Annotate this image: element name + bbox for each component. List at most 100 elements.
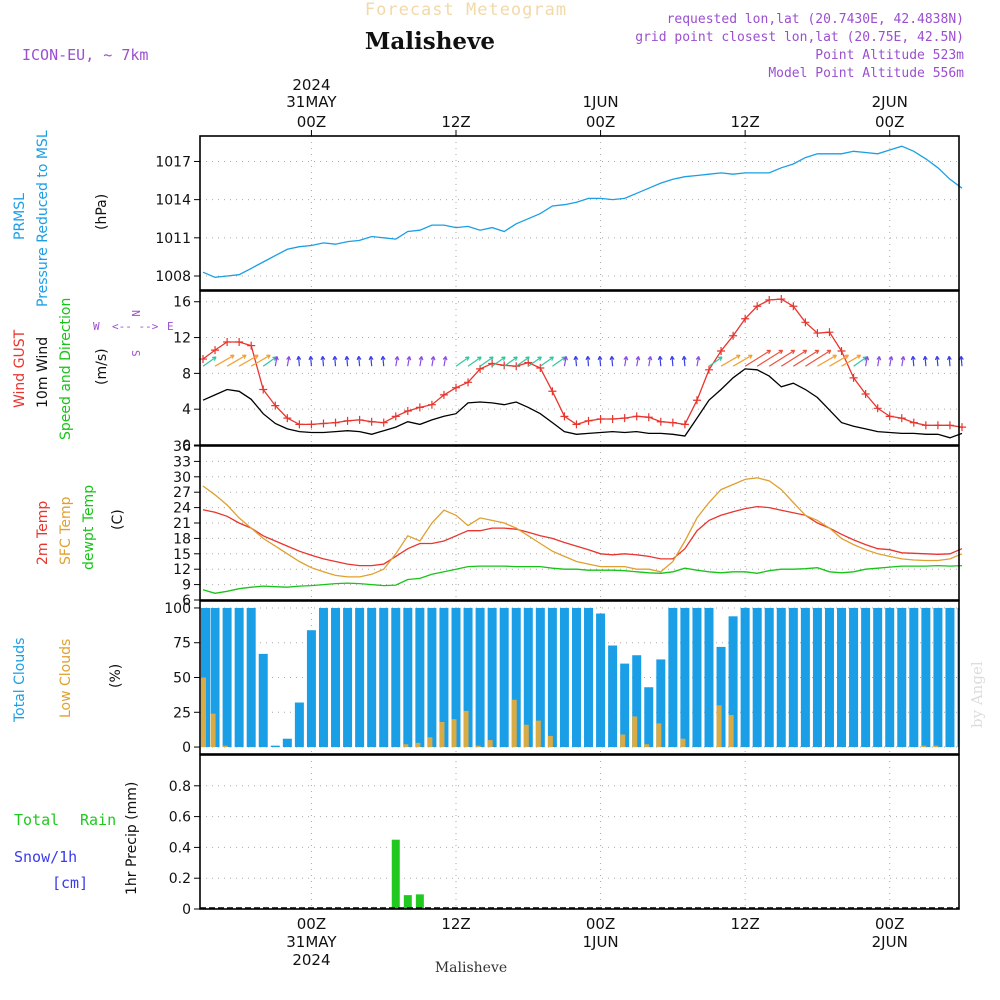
gust-marker (548, 387, 557, 396)
gust-marker (596, 415, 605, 424)
legend-snow: Snow/1h (14, 848, 77, 866)
gust-marker (560, 412, 569, 421)
bar-total-clouds (234, 607, 244, 748)
wind-direction-arrow (609, 355, 615, 367)
gust-marker (223, 338, 232, 347)
gust-marker (295, 420, 304, 429)
bar-total-clouds (849, 607, 859, 748)
wind-direction-arrow (623, 356, 629, 367)
wind-direction-arrow (214, 354, 235, 367)
bar-low-clouds (644, 744, 650, 748)
gust-marker (608, 415, 617, 424)
y-tick-label: 0.8 (169, 779, 191, 795)
bar-total-clouds (632, 655, 642, 748)
wind-direction-arrow (380, 355, 386, 367)
bar-total-clouds (837, 607, 847, 748)
y-tick-label: 33 (173, 454, 191, 470)
gust-marker (692, 396, 701, 405)
bar-total-clouds (716, 646, 726, 748)
gust-marker (668, 418, 677, 427)
top-time-label: 00Z (586, 113, 615, 131)
y-tick-label: 15 (173, 547, 191, 563)
panel-frame (199, 290, 960, 446)
gust-marker (861, 389, 870, 398)
footer-location: Malisheve (435, 960, 507, 976)
line-10m-wind (202, 368, 963, 439)
top-time-label: 00Z (875, 113, 904, 131)
location-title: Malisheve (365, 28, 495, 55)
bar-total-clouds (403, 607, 413, 748)
gust-marker (403, 406, 412, 415)
gust-marker (849, 373, 858, 382)
bar-total-clouds (800, 607, 810, 748)
bar-total-clouds (571, 607, 581, 748)
bar-total-clouds (499, 607, 509, 748)
panel-frame (199, 754, 960, 910)
y-tick-label: 1008 (155, 269, 191, 285)
gust-marker (717, 346, 726, 355)
gust-marker (584, 416, 593, 425)
grid-point-coords: grid point closest lon,lat (20.75E, 42.5… (635, 30, 964, 45)
wind-direction-arrow (922, 355, 928, 367)
bar-total-clouds (921, 607, 931, 748)
bar-low-clouds (201, 677, 206, 748)
y-tick-label: 0.4 (169, 840, 191, 856)
gust-marker (439, 390, 448, 399)
bar-total-clouds (824, 607, 834, 748)
bar-total-clouds (584, 607, 594, 748)
point-altitude: Point Altitude 523m (815, 48, 964, 63)
legend-total: Total (14, 811, 59, 829)
gust-marker (572, 420, 581, 429)
temp2m-axis-label: 2m Temp (35, 501, 51, 565)
speed-direction-label: Speed and Direction (58, 298, 74, 440)
gust-marker (656, 417, 665, 426)
bar-total-clouds (331, 607, 341, 748)
bar-total-clouds (764, 607, 774, 748)
product-title: Forecast Meteogram (365, 0, 567, 20)
panel-1: 1008 1011 1014 1017 (155, 135, 963, 291)
y-tick-label: 16 (173, 295, 191, 311)
bar-total-clouds (897, 607, 907, 748)
y-tick-label: 18 (173, 531, 191, 547)
top-time-label: 1JUN (582, 93, 618, 111)
gust-marker (307, 420, 316, 429)
wind-direction-arrow (900, 356, 906, 367)
bar-total-clouds (222, 607, 232, 748)
wind-direction-arrow (585, 355, 591, 367)
y-tick-label: 0 (182, 740, 191, 756)
bar-low-clouds (933, 745, 939, 748)
bar-low-clouds (511, 699, 517, 748)
bar-total-clouds (270, 745, 280, 748)
bottom-time-label: 00Z (875, 915, 904, 933)
wind-direction-arrow (467, 356, 482, 367)
bar-total-clouds (776, 607, 786, 748)
wind-direction-arrow (817, 354, 838, 367)
gust-marker (235, 338, 244, 347)
bar-total-clouds (282, 738, 292, 748)
bar-total-clouds (620, 663, 630, 748)
gust-marker (705, 365, 713, 374)
compass-w: W (93, 320, 100, 333)
wind-direction-arrow (308, 355, 314, 367)
gust-marker (211, 346, 220, 355)
total-clouds-axis-label: Total Clouds (12, 638, 28, 723)
gust-marker (825, 328, 834, 337)
line-sfc-temp (202, 477, 963, 578)
wind-direction-arrow (780, 349, 808, 367)
bar-total-clouds (379, 607, 389, 748)
wind-direction-arrow (296, 355, 302, 367)
bar-low-clouds (475, 745, 481, 748)
gust-marker (259, 385, 268, 394)
wind-direction-arrow (647, 356, 653, 367)
gust-marker (777, 295, 786, 304)
gust-marker (897, 414, 906, 423)
gust-marker (427, 400, 436, 409)
bar-low-clouds (210, 713, 216, 748)
bar-low-clouds (620, 734, 626, 748)
bar-total-clouds (451, 607, 461, 748)
bar-low-clouds (487, 740, 493, 748)
wind-direction-arrow (573, 355, 579, 367)
bar-total-clouds (909, 607, 919, 748)
dewpt-axis-label: dewpt Temp (81, 485, 97, 570)
bar-low-clouds (427, 737, 433, 748)
